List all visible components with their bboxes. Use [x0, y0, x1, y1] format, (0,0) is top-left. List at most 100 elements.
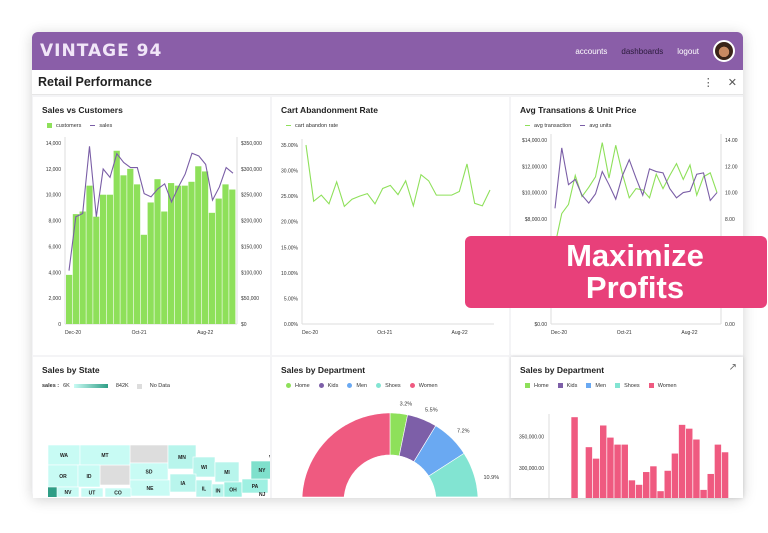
women-bar [650, 466, 657, 498]
women-bar [621, 444, 628, 498]
state-label: ID [87, 474, 92, 480]
panel-title: Avg Transations & Unit Price [520, 105, 637, 115]
x-tick-label: Oct-21 [377, 330, 392, 336]
nav-accounts[interactable]: accounts [575, 46, 608, 56]
top-header: VINTAGE 94 accounts dashboards logout [32, 32, 743, 70]
legend-home[interactable]: Home [286, 383, 310, 389]
x-tick-label: Oct-21 [617, 330, 632, 336]
panel-sales-by-state[interactable]: Sales by State sales :6K 842K No Data WA OR… [33, 357, 270, 498]
legend-kids[interactable]: Kids [557, 383, 577, 389]
panel-sales-by-department-bars[interactable]: Sales by Department ↗ Home Kids Men Shoes Wo… [511, 357, 743, 498]
y-tick-label: 10,000 [46, 193, 62, 199]
promo-banner: Maximize Profits [465, 236, 767, 308]
y2-tick-label: 8.00 [725, 217, 735, 223]
customers-bar [161, 211, 168, 324]
state-MT [79, 444, 131, 466]
customers-bar [79, 211, 86, 324]
panel-title: Sales by State [42, 365, 100, 375]
state-label: MI [224, 470, 230, 476]
customers-bar [168, 183, 175, 324]
legend-women[interactable]: Women [648, 383, 677, 389]
panel-avg-transactions[interactable]: Avg Transations & Unit Price avg transac… [511, 97, 743, 355]
state-WY [99, 464, 131, 486]
women-bar [707, 473, 714, 498]
customers-bar [127, 168, 134, 324]
avg-transaction-line [554, 142, 718, 246]
nav-logout[interactable]: logout [677, 46, 699, 56]
y-tick-label: 0 [58, 322, 61, 328]
state-UT [80, 487, 104, 498]
user-avatar[interactable] [713, 40, 735, 62]
y-tick-label: 2,000 [48, 296, 61, 302]
y-tick-label: 30.00% [281, 169, 299, 175]
dashboard-titlebar: Retail Performance ⋮ ✕ [32, 70, 743, 95]
state-label: MT [101, 453, 108, 459]
us-map[interactable]: WAORMTIDSDNEMNWIIAMIILINOHPANYNVUTCOVTMA… [33, 357, 270, 498]
state-label: SD [146, 470, 153, 476]
more-options-icon[interactable]: ⋮ [702, 76, 714, 89]
y-tick-label: 20.00% [281, 220, 299, 226]
x-tick-label: Oct-21 [132, 330, 147, 336]
x-tick-label: Aug-22 [197, 330, 213, 336]
state-label: OH [229, 488, 237, 494]
y2-tick-label: $150,000 [241, 244, 262, 250]
cart-abandon-line [305, 144, 491, 208]
legend-customers[interactable]: customers [47, 123, 81, 129]
close-icon[interactable]: ✕ [727, 76, 737, 89]
state-label: WA [60, 453, 68, 459]
state-label: MN [178, 455, 186, 461]
legend-sales[interactable]: sales [90, 123, 112, 129]
customers-bar [215, 198, 222, 324]
nav-dashboards[interactable]: dashboards [621, 46, 664, 56]
legend-avg-transaction[interactable]: avg transaction [525, 123, 571, 129]
customers-bar [100, 194, 107, 324]
customers-bar [195, 166, 202, 324]
panel-cart-abandonment[interactable]: Cart Abandonment Rate cart abandon rate … [272, 97, 509, 355]
slice-label: 7.2% [457, 428, 470, 434]
state-label: UT [89, 491, 96, 497]
top-nav: accounts dashboards logout [575, 40, 735, 62]
donut-slice-women [301, 412, 478, 498]
expand-icon[interactable]: ↗ [728, 362, 737, 373]
customers-bar [229, 189, 236, 324]
legend-shoes[interactable]: Shoes [376, 383, 401, 389]
legend-cart-abandon-rate[interactable]: cart abandon rate [286, 123, 338, 129]
state-label: IL [202, 487, 206, 493]
legend-women[interactable]: Women [409, 383, 438, 389]
customers-bar [93, 216, 100, 324]
y-tick-label: 4,000 [48, 270, 61, 276]
x-tick-label: Dec-20 [302, 330, 318, 336]
state-label: VT [269, 455, 270, 461]
legend-men[interactable]: Men [347, 383, 367, 389]
customers-bar [106, 194, 113, 324]
y2-tick-label: 14.00 [725, 138, 738, 144]
brand-logo[interactable]: VINTAGE 94 [40, 41, 163, 61]
legend-men[interactable]: Men [586, 383, 606, 389]
customers-bar [140, 234, 147, 324]
customers-bar [120, 175, 127, 324]
y-tick-label: 8,000 [48, 219, 61, 225]
y-tick-label: 14,000 [46, 141, 62, 147]
legend-shoes[interactable]: Shoes [615, 383, 640, 389]
y-tick-label: 12,000 [46, 167, 62, 173]
y-tick-label: 10.00% [281, 271, 299, 277]
y-tick-label: 0.00% [284, 322, 299, 328]
avg-transactions-chart: $0.00$2,000.00$4,000.00$6,000.00$8,000.0… [522, 134, 738, 336]
women-bar [678, 424, 686, 498]
women-bar [671, 453, 679, 498]
legend-kids[interactable]: Kids [318, 383, 338, 389]
y-tick-label: $8,000.00 [525, 217, 547, 223]
x-tick-label: Aug-22 [452, 330, 468, 336]
state-label: NE [147, 486, 155, 492]
panel-sales-by-department-donut[interactable]: Sales by Department Home Kids Men Shoes Wome… [272, 357, 509, 498]
panel-sales-vs-customers[interactable]: Sales vs Customers customers sales 0 2,000… [33, 97, 270, 355]
women-bar [614, 444, 621, 498]
state-ND [129, 444, 169, 464]
legend-home[interactable]: Home [525, 383, 549, 389]
legend-avg-units[interactable]: avg units [580, 123, 611, 129]
map-legend-min: 6K [63, 383, 70, 389]
x-tick-label: Aug-22 [681, 330, 697, 336]
state-label: CO [114, 491, 122, 497]
y2-tick-label: 12.00 [725, 164, 738, 170]
